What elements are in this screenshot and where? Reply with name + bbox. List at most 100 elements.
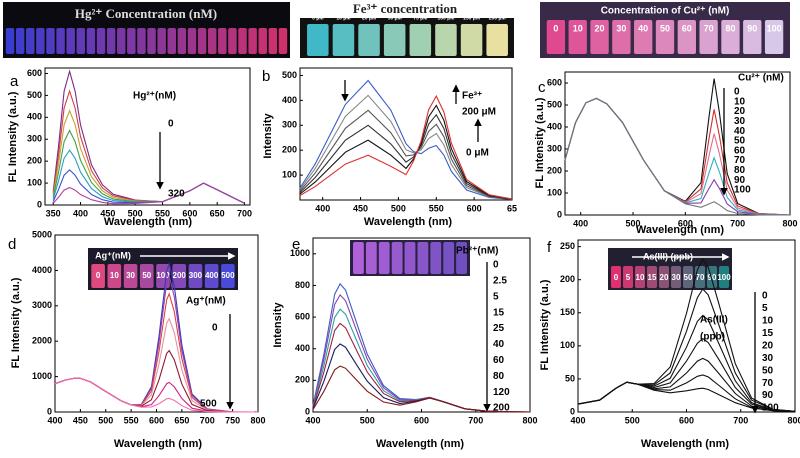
spectrum-line [54,377,259,413]
vial-label: 50 [142,271,151,280]
plot-frame [564,71,791,216]
x-tick-label: 600 [678,218,693,228]
annotation: Hg²⁺(nM) [133,91,176,102]
level-label: 100 [762,403,779,414]
y-tick-label: 400 [547,121,562,131]
level-label: 30 [734,116,746,127]
level-label: 50 [734,136,746,147]
vial [546,20,566,54]
vial [197,28,207,54]
x-tick-label: 500 [625,415,640,425]
x-tick-label: 400 [315,203,330,213]
y-tick-label: 100 [282,169,297,179]
vial-label: 10 [110,271,119,280]
vial-label: 10 μM [336,15,350,21]
level-label: 5 [493,291,499,302]
vial [177,28,187,54]
vial [670,266,682,288]
level-label: 40 [493,339,505,350]
y-tick-label: 0 [557,209,562,219]
y-tick-label: 200 [295,375,310,385]
y-axis-label: FL Intensity (a.u.) [539,279,551,370]
panel-label: d [8,236,16,253]
y-tick-label: 0 [37,199,42,209]
vial-label: 30 [672,273,681,282]
vial [107,264,122,288]
vial-label: 5 [626,273,631,282]
x-tick-label: 500 [98,415,113,425]
y-tick-label: 2000 [32,336,52,346]
y-axis-label: FL Intensity (a.u.) [10,277,22,368]
x-axis-label: Wavelength (nm) [364,216,453,228]
vial [15,28,25,54]
level-label: 30 [762,353,774,364]
vial [443,242,455,274]
x-tick-label: 700 [468,415,483,425]
panel-label: b [262,68,270,85]
x-tick-label: 800 [787,415,800,425]
vial-label: 200 μM [489,15,506,21]
level-label: 15 [762,328,774,339]
x-axis-label: Wavelength (nm) [376,438,465,450]
x-tick-label: 550 [124,415,139,425]
vial [147,28,156,54]
x-tick-label: 400 [570,415,585,425]
annotation: Ag⁺(nM) [186,296,226,307]
y-axis-label: Intensity [272,302,284,348]
vial [91,264,105,288]
vial [699,20,718,54]
spectrum-line [577,381,796,412]
vial [127,28,136,54]
spectrum-line [299,94,513,200]
x-tick-label: 600 [182,208,197,218]
y-tick-label: 1000 [32,371,52,381]
vial [612,20,631,54]
x-tick-label: 400 [305,415,320,425]
x-tick-label: 650 [174,415,189,425]
x-tick-label: 550 [429,203,444,213]
strip-title: Ag⁺(nM) [95,250,131,260]
vial-label: 50 [684,273,693,282]
level-label: 90 [762,390,774,401]
x-tick-label: 700 [730,218,745,228]
vial-label: 0 [614,273,619,282]
vial [156,264,170,288]
annotation: 200 μM [462,107,496,118]
level-label: 10 [734,96,746,107]
y-tick-label: 300 [27,134,42,144]
level-label: 10 [762,316,774,327]
x-tick-label: 400 [73,208,88,218]
spectrum-line [54,274,259,413]
vial [456,242,467,274]
level-label: 60 [734,145,746,156]
y-tick-label: 500 [27,90,42,100]
vial-label: 70 [704,23,714,33]
vial [46,28,55,54]
x-tick-label: 500 [360,415,375,425]
x-tick-label: 700 [237,208,252,218]
level-label: 0 [734,87,740,98]
x-tick-label: 450 [73,415,88,425]
level-label: 2.5 [493,276,507,287]
vial [86,28,96,54]
y-tick-label: 600 [27,68,42,78]
annotation: 0 μM [466,148,489,159]
y-tick-label: 100 [27,177,42,187]
level-label: 40 [734,126,746,137]
level-label: 15 [493,307,505,318]
level-label: 25 [493,323,505,334]
vial [764,20,784,54]
vial [218,28,227,54]
level-label: 70 [762,378,774,389]
panel-label: f [547,239,552,256]
annotation: As(III) [700,315,728,326]
vial-label: 40 [638,23,648,33]
vial [721,20,740,54]
vial [568,20,587,54]
x-tick-label: 600 [467,203,482,213]
y-tick-label: 200 [282,145,297,155]
x-tick-label: 500 [128,208,143,218]
vial [682,266,694,288]
vial [228,28,237,54]
